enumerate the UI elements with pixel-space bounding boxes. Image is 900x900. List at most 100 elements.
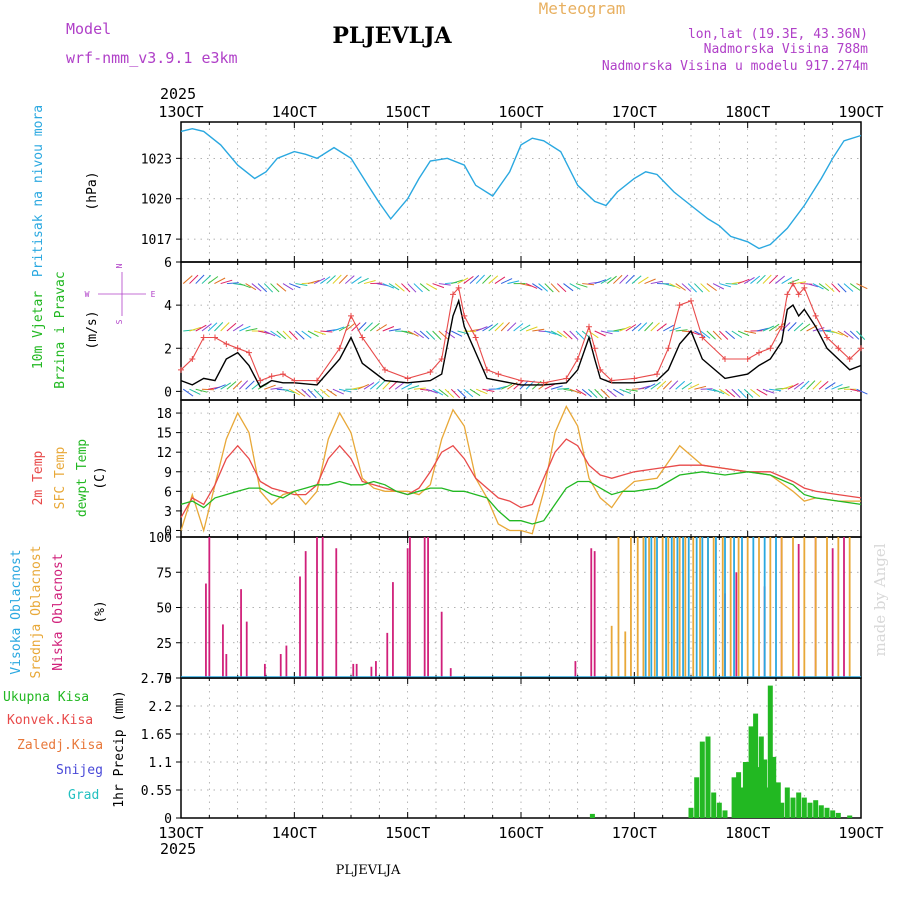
precip-bar <box>813 800 819 818</box>
wind-arrow <box>457 388 467 398</box>
wind-arrow <box>438 330 449 340</box>
wind-gust-marker <box>591 345 598 352</box>
wind-arrow <box>575 388 587 396</box>
wind-arrow <box>824 283 835 292</box>
y-tick-label: 25 <box>156 637 172 652</box>
wind-arrow <box>320 276 331 284</box>
wind-arrow <box>226 381 237 390</box>
temp-label-dew: dewpt Temp <box>75 439 90 517</box>
wind-arrow <box>500 278 513 285</box>
precip-unit: 1hr Precip (mm) <box>112 690 127 807</box>
precip-label-conv: Konvek.Kisa <box>7 713 93 728</box>
precip-bar <box>711 792 717 818</box>
wind-arrow <box>476 326 488 332</box>
wind-gust-marker <box>597 366 604 373</box>
wind-arrow <box>438 388 449 397</box>
wind-arrow <box>787 322 797 332</box>
wind-gust-marker <box>722 356 728 363</box>
wind-arrow <box>270 387 283 390</box>
wind-arrow <box>613 388 624 396</box>
wind-arrow <box>419 330 430 340</box>
wind-arrow <box>694 330 706 338</box>
wind-arrow <box>413 283 423 293</box>
wind-arrow <box>849 330 860 340</box>
top-date-label: 17OCT <box>612 103 657 121</box>
wind-arrow <box>426 388 438 394</box>
wind-arrow <box>837 330 849 338</box>
wind-arrow <box>363 322 373 332</box>
wind-gust-marker <box>778 323 785 330</box>
wind-gust-marker <box>472 334 479 341</box>
wind-arrow <box>401 330 414 335</box>
wind-arrow <box>307 330 319 338</box>
wind-arrow <box>500 322 510 332</box>
bottom-date-label: 13OCT <box>158 824 203 842</box>
wind-arrow <box>276 283 287 292</box>
wind-arrow <box>407 283 417 293</box>
wind-arrow <box>207 276 219 284</box>
wind-arrow <box>363 280 376 285</box>
wind-arrow <box>532 328 545 332</box>
precip-bar <box>801 797 807 818</box>
wind-arrow <box>656 380 667 390</box>
wind-arrow <box>307 388 317 399</box>
wind-gust-marker <box>676 302 683 309</box>
wind-arrow <box>556 283 567 293</box>
wind-arrow <box>320 388 330 398</box>
wind-arrow <box>513 323 524 332</box>
compass-w: W <box>85 290 90 299</box>
wind-arrow <box>669 283 681 290</box>
wind-arrow <box>638 276 649 284</box>
compass-rose-icon: N W E S <box>85 263 156 324</box>
wind-gust-marker <box>178 366 184 373</box>
wind-arrow <box>750 275 761 284</box>
wind-arrow <box>388 283 400 291</box>
wind-gust-marker <box>756 349 762 356</box>
wind-gust-marker <box>200 334 207 341</box>
y-tick-label: 1.1 <box>149 756 172 771</box>
precip-bar <box>824 807 830 818</box>
y-tick-label: 0 <box>164 385 172 400</box>
wind-arrow <box>382 326 395 332</box>
cloud-label-high: Visoka Oblacnost <box>9 549 24 674</box>
wind-gust-marker <box>189 356 196 363</box>
wind-arrow <box>768 323 780 332</box>
wind-arrow <box>182 388 194 397</box>
wind-arrow <box>245 380 255 390</box>
wind-arrow <box>800 323 811 332</box>
wind-arrow <box>762 274 772 284</box>
wind-arrow <box>594 330 606 337</box>
wind-arrow <box>594 388 604 399</box>
y-tick-label: 75 <box>156 566 172 581</box>
bottom-date-label: 19OCT <box>838 824 883 842</box>
model-label: Model <box>66 20 111 38</box>
pressure-unit: (hPa) <box>85 171 100 210</box>
wind-arrow <box>245 328 258 332</box>
precip-bar <box>784 787 790 818</box>
wind-arrow <box>769 388 782 392</box>
wind-arrow <box>662 380 672 390</box>
wind-arrow <box>700 283 710 293</box>
wind-arrow <box>569 283 581 290</box>
wind-arrow <box>226 282 239 285</box>
wind-arrow <box>744 276 755 284</box>
wind-arrow <box>357 322 367 332</box>
wind-arrow <box>232 323 244 332</box>
wind-arrow <box>706 330 716 340</box>
wind-arrow <box>282 283 294 291</box>
y-tick-label: 3 <box>164 505 172 520</box>
y-tick-label: 50 <box>156 602 172 617</box>
wind-arrow <box>762 325 775 332</box>
wind-arrow <box>825 382 836 390</box>
wind-gust-marker <box>812 312 819 319</box>
wind-arrow <box>563 283 574 292</box>
wind-gust-marker <box>665 345 672 352</box>
wind-arrow <box>270 330 281 339</box>
wind-arrow <box>849 283 861 291</box>
wind-arrow <box>550 385 563 390</box>
wind-arrow <box>619 388 631 394</box>
wind-arrow <box>407 385 420 390</box>
wind-arrow <box>619 325 631 332</box>
wind-gust-marker <box>438 356 445 363</box>
